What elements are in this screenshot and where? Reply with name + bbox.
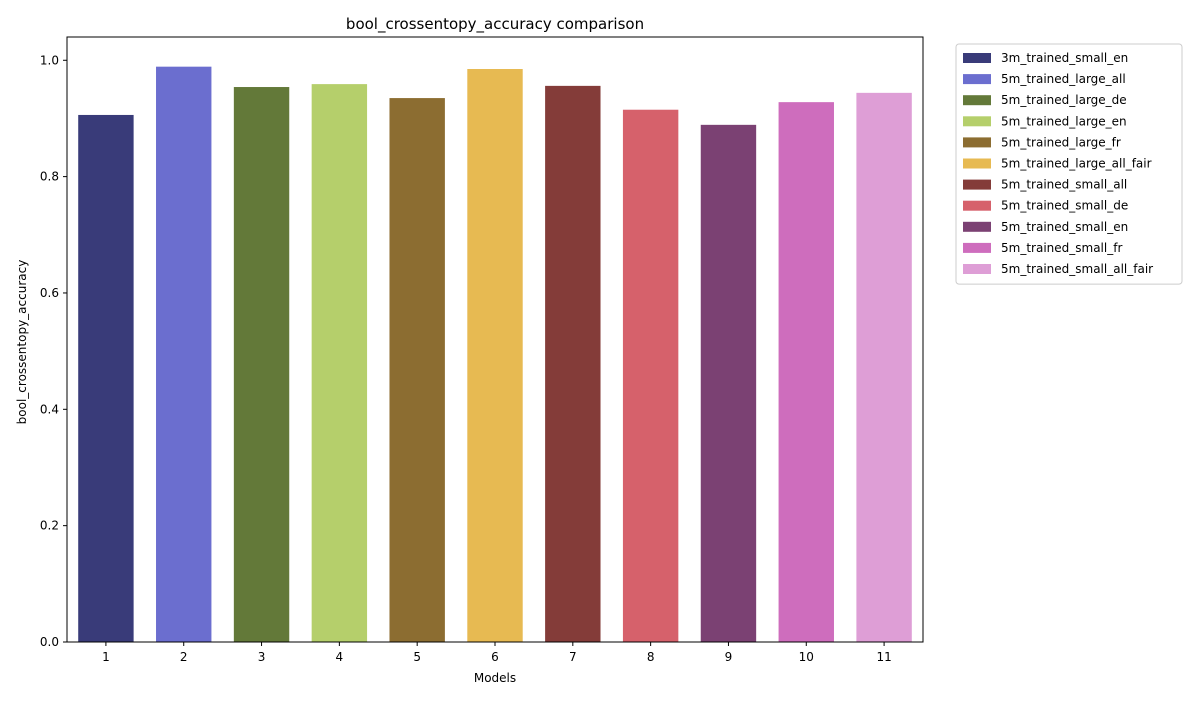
legend-item: 5m_trained_large_all [963,72,1126,86]
x-axis: 1 2 3 4 5 6 7 8 9 10 11 [102,642,892,664]
chart-title: bool_crossentopy_accuracy comparison [346,15,644,34]
legend-swatch [963,179,991,190]
x-tick-label-8: 8 [647,650,655,664]
bar-3 [233,87,290,642]
x-tick-label-2: 2 [180,650,188,664]
legend-item: 5m_trained_small_all_fair [963,262,1153,276]
plot-area [66,36,924,643]
legend: 3m_trained_small_en 5m_trained_large_all 5… [955,43,1183,285]
bar-9 [700,124,757,643]
legend-item: 5m_trained_small_all [963,178,1127,192]
legend-swatch [963,74,991,85]
legend-item: 3m_trained_small_en [963,51,1128,65]
legend-swatch [963,200,991,211]
legend-swatch [963,53,991,63]
legend-label: 5m_trained_small_all_fair [1001,262,1153,276]
legend-label: 5m_trained_large_fr [1001,135,1121,149]
x-tick-label-4: 4 [336,650,344,664]
bar-7 [545,85,601,643]
y-tick-label-0.0: 0.0 [40,635,59,649]
y-axis-label: bool_crossentopy_accuracy [15,260,29,425]
bar-6 [467,69,523,642]
y-tick-label-0.2: 0.2 [40,519,59,533]
bar-11 [856,92,912,643]
y-tick-label-1.0: 1.0 [40,53,59,67]
bar-5 [389,98,445,642]
bar-1 [78,114,134,642]
legend-item: 5m_trained_small_de [963,199,1128,213]
x-axis-label: Models [474,671,516,685]
legend-label: 3m_trained_small_en [1001,51,1128,65]
x-tick-label-11: 11 [876,650,891,664]
legend-label: 5m_trained_large_all_fair [1001,157,1152,171]
x-tick-label-5: 5 [413,650,421,664]
legend-item: 5m_trained_large_de [963,93,1127,107]
legend-swatch [963,221,991,232]
legend-label: 5m_trained_large_de [1001,93,1127,107]
y-tick-label-0.4: 0.4 [40,402,59,416]
bar-8 [622,109,679,643]
legend-swatch [963,242,991,253]
legend-swatch [963,95,991,106]
legend-swatch [963,137,991,148]
x-tick-label-1: 1 [102,650,110,664]
legend-label: 5m_trained_small_en [1001,220,1128,234]
legend-item: 5m_trained_small_fr [963,241,1122,255]
legend-label: 5m_trained_large_all [1001,72,1126,86]
legend-swatch [963,116,991,127]
x-tick-label-6: 6 [491,650,499,664]
legend-item: 5m_trained_large_en [963,114,1127,128]
x-tick-label-3: 3 [258,650,266,664]
legend-frame [955,43,1183,285]
legend-label: 5m_trained_small_all [1001,178,1127,192]
y-tick-label-0.8: 0.8 [40,170,59,184]
legend-swatch [963,264,991,274]
y-axis: 0.0 0.2 0.4 0.6 0.8 1.0 [40,53,67,649]
legend-swatch [963,158,991,169]
legend-label: 5m_trained_small_fr [1001,241,1122,255]
x-tick-label-7: 7 [569,650,577,664]
legend-label: 5m_trained_large_en [1001,114,1127,128]
legend-item: 5m_trained_large_all_fair [963,157,1152,171]
y-tick-label-0.6: 0.6 [40,286,59,300]
legend-label: 5m_trained_small_de [1001,199,1128,213]
legend-item: 5m_trained_large_fr [963,135,1121,149]
bar-10 [778,102,834,642]
bar-4 [311,84,368,643]
x-tick-label-9: 9 [725,650,733,664]
bar-2 [156,66,212,643]
x-tick-label-10: 10 [799,650,814,664]
legend-item: 5m_trained_small_en [963,220,1128,234]
